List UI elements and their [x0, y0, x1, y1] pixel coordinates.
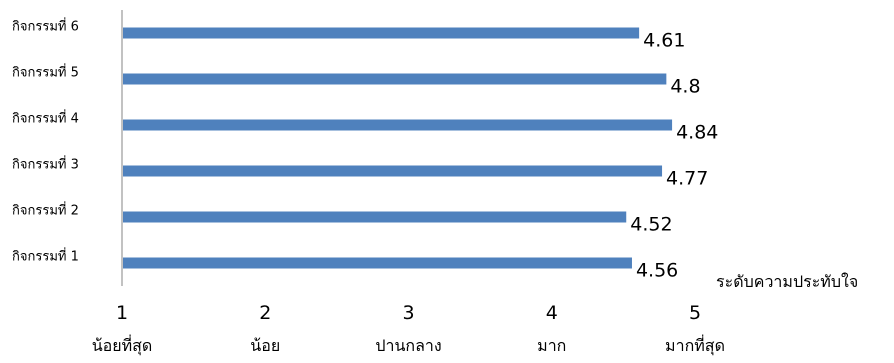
data-label-2: 4.52: [630, 214, 672, 236]
category-label-2: กิจกรรมที่ 2: [12, 202, 79, 219]
x-ticks-group: 1 น้อยที่สุด 2 น้อย 3 ปานกลาง 4 มาก 5 มากที่สุด: [92, 302, 725, 356]
data-label-4: 4.84: [676, 122, 718, 144]
x-tick-text-4: มาก: [537, 336, 566, 355]
x-tick-label-1: 1: [116, 302, 128, 324]
bar-6: [123, 27, 640, 39]
data-label-6: 4.61: [643, 30, 685, 52]
category-labels-group: กิจกรรมที่ 1 กิจกรรมที่ 2 กิจกรรมที่ 3 กิจก…: [12, 18, 79, 265]
x-tick-text-5: มากที่สุด: [665, 334, 725, 356]
category-label-3: กิจกรรมที่ 3: [12, 156, 79, 173]
bar-3: [123, 165, 663, 177]
x-tick-text-3: ปานกลาง: [375, 336, 441, 355]
x-tick-label-3: 3: [402, 302, 414, 324]
x-tick-label-2: 2: [259, 302, 271, 324]
bar-1: [123, 257, 632, 269]
x-tick-text-2: น้อย: [250, 336, 280, 355]
x-tick-text-1: น้อยที่สุด: [92, 334, 153, 356]
bar-4: [123, 119, 673, 131]
x-axis-title: ระดับความประทับใจ: [716, 272, 858, 291]
category-label-5: กิจกรรมที่ 5: [12, 64, 79, 81]
x-tick-label-5: 5: [689, 302, 701, 324]
x-tick-label-4: 4: [546, 302, 558, 324]
data-labels-group: 4.56 4.52 4.77 4.84 4.8 4.61: [630, 30, 718, 282]
bar-5: [123, 73, 667, 85]
bar-2: [123, 211, 627, 223]
data-label-5: 4.8: [670, 76, 700, 98]
data-label-3: 4.77: [666, 168, 708, 190]
category-label-1: กิจกรรมที่ 1: [12, 248, 79, 265]
category-label-4: กิจกรรมที่ 4: [12, 110, 79, 127]
data-label-1: 4.56: [636, 260, 678, 282]
bars-group: [123, 27, 673, 269]
category-label-6: กิจกรรมที่ 6: [12, 18, 79, 35]
